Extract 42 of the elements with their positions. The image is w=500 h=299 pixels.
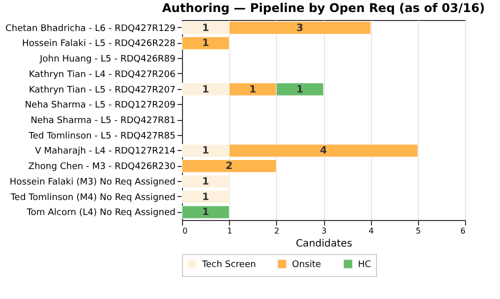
legend-label: Onsite: [292, 260, 322, 270]
data-label: 1: [202, 192, 210, 203]
y-tick-label: Kathryn Tian - L4 - RDQ427R206: [28, 70, 176, 80]
y-tick-label: Neha Sharma - L5 - RDQ427R81: [30, 116, 176, 126]
x-tick-label: 1: [227, 226, 232, 236]
y-tick-label: Hossein Falaki - L5 - RDQ426R228: [22, 39, 176, 50]
legend-label: HC: [358, 260, 372, 270]
x-tick-label: 4: [368, 226, 374, 236]
data-label: 1: [202, 176, 210, 188]
x-tick-label: 0: [182, 226, 188, 236]
x-tick-label: 5: [416, 226, 421, 236]
data-label: 4: [320, 146, 328, 157]
y-tick-label: Ted Tomlinson (M4) No Req Assigned: [10, 192, 176, 203]
y-tick-label: Ted Tomlinson - L5 - RDQ427R85: [28, 131, 176, 142]
y-tick-label: John Huang - L5 - RDQ426R89: [38, 54, 176, 65]
x-tick-label: 2: [274, 226, 280, 236]
bar: [182, 36, 230, 50]
y-tick-label: Zhong Chen - M3 - RDQ426R230: [28, 162, 176, 172]
y-tick-label: Kathryn Tian - L5 - RDQ427R207: [28, 85, 176, 96]
y-tick-label: Neha Sharma - L5 - RDQ127R209: [24, 100, 176, 111]
bar: [182, 160, 277, 173]
y-tick-label: Chetan Bhadricha - L6 - RDQ427R129: [5, 24, 176, 34]
x-axis-title: Candidates: [296, 238, 352, 250]
x-tick-label: 6: [460, 226, 466, 236]
data-label: 1: [202, 207, 210, 218]
legend-label: Tech Screen: [201, 260, 256, 270]
chart-title: Authoring — Pipeline by Open Req (as of 03/16): [162, 1, 485, 15]
bar: [182, 206, 230, 219]
y-tick-label: V Maharajh - L4 - RDQ127R214: [35, 146, 176, 157]
data-label: 2: [226, 161, 233, 172]
y-tick-label: Hossein Falaki (M3) No Req Assigned: [10, 177, 176, 188]
data-label: 1: [202, 38, 210, 50]
data-label: 1: [202, 146, 210, 157]
x-tick-label: 3: [321, 226, 327, 236]
y-tick-label: Tom Alcorn (L4) No Req Assigned: [26, 208, 176, 218]
data-label: 1: [202, 84, 210, 96]
data-label: 3: [296, 22, 304, 34]
data-label: 1: [296, 84, 304, 96]
bar: [182, 174, 230, 188]
data-label: 1: [202, 22, 210, 34]
bar: [182, 190, 230, 204]
data-label: 1: [249, 84, 256, 96]
